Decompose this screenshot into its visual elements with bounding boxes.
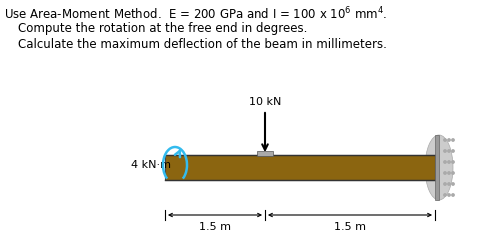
Bar (257, 151, 273, 156)
Circle shape (452, 139, 454, 141)
Circle shape (452, 172, 454, 174)
Text: 1.5 m: 1.5 m (334, 222, 366, 232)
Circle shape (448, 150, 450, 152)
Circle shape (444, 161, 446, 163)
Circle shape (448, 172, 450, 174)
Circle shape (444, 150, 446, 152)
Text: Compute the rotation at the free end in degrees.: Compute the rotation at the free end in … (18, 22, 308, 35)
Text: 10 kN: 10 kN (249, 97, 281, 107)
Text: 1.5 m: 1.5 m (199, 222, 231, 232)
Circle shape (452, 194, 454, 196)
Text: Use Area-Moment Method.  E = 200 GPa and I = 100 x 10$^{6}$ mm$^{4}$.: Use Area-Moment Method. E = 200 GPa and … (4, 6, 388, 23)
Circle shape (444, 139, 446, 141)
Circle shape (444, 194, 446, 196)
Circle shape (448, 161, 450, 163)
Bar (435, 135, 439, 200)
Circle shape (448, 183, 450, 185)
Circle shape (452, 150, 454, 152)
Text: 4 kN·m: 4 kN·m (131, 160, 171, 170)
Circle shape (448, 194, 450, 196)
Circle shape (444, 183, 446, 185)
Bar (165, 155, 435, 180)
Ellipse shape (425, 135, 453, 200)
Circle shape (452, 161, 454, 163)
Text: Calculate the maximum deflection of the beam in millimeters.: Calculate the maximum deflection of the … (18, 38, 387, 51)
Circle shape (448, 139, 450, 141)
Circle shape (444, 172, 446, 174)
Circle shape (452, 183, 454, 185)
